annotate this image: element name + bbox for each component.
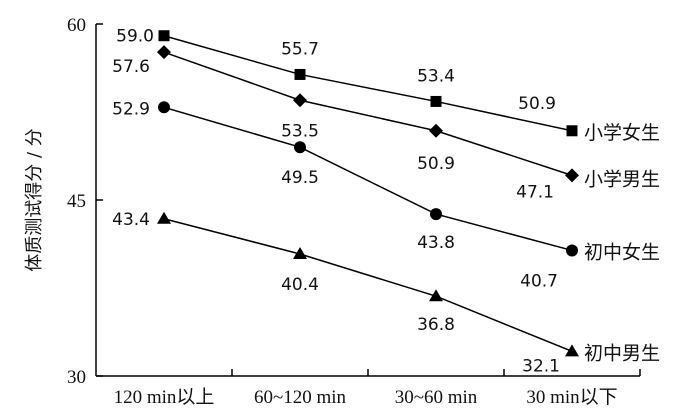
data-label: 49.5 xyxy=(281,168,319,188)
data-point-diamond xyxy=(429,123,443,138)
data-point-square xyxy=(158,30,170,42)
data-label: 40.4 xyxy=(281,275,319,295)
series-line xyxy=(163,51,573,177)
series-line xyxy=(163,35,573,132)
data-label: 36.8 xyxy=(417,315,455,335)
data-label: 40.7 xyxy=(520,271,558,291)
y-axis-label: 体质测试得分 / 分 xyxy=(24,128,45,272)
data-label: 59.0 xyxy=(116,27,154,47)
series-circle: 52.9 49.5 43.8 40.7 初中女生 xyxy=(112,99,660,291)
data-label: 47.1 xyxy=(516,182,554,202)
data-label: 43.4 xyxy=(112,210,150,230)
data-point-triangle xyxy=(157,211,171,224)
series-triangle: 43.4 40.4 36.8 32.1 初中男生 xyxy=(112,210,660,377)
data-point-diamond xyxy=(565,168,579,183)
series-line xyxy=(163,218,573,353)
data-point-circle xyxy=(294,141,306,154)
data-point-diamond xyxy=(293,93,307,108)
data-label: 53.5 xyxy=(281,121,319,141)
data-point-square xyxy=(566,125,578,137)
data-label: 52.9 xyxy=(112,99,150,119)
series-layer: 59.0 55.7 53.4 50.9 小学女生 57.6 53.5 50.9 47.1 小学男生… xyxy=(112,27,660,377)
data-point-triangle xyxy=(429,289,443,302)
data-point-triangle xyxy=(565,344,579,357)
data-point-circle xyxy=(430,208,442,221)
data-label: 57.6 xyxy=(112,57,150,77)
data-point-diamond xyxy=(157,45,171,60)
series-name-label: 初中男生 xyxy=(584,342,660,364)
x-tick-label: 30~60 min xyxy=(395,387,478,408)
series-line xyxy=(163,106,573,252)
data-label: 50.9 xyxy=(518,94,556,114)
data-point-triangle xyxy=(293,246,307,259)
data-point-circle xyxy=(566,244,578,257)
series-name-label: 小学女生 xyxy=(584,122,660,144)
y-tick-label: 60 xyxy=(67,15,86,36)
y-tick-label: 45 xyxy=(67,191,86,212)
data-label: 53.4 xyxy=(417,66,455,86)
series-diamond: 57.6 53.5 50.9 47.1 小学男生 xyxy=(112,45,660,202)
y-tick-label: 30 xyxy=(67,367,86,388)
axis-ticks: 30 45 60 120 min以上 60~120 min 30~60 min 30 min… xyxy=(67,15,641,408)
data-label: 43.8 xyxy=(417,233,455,253)
x-tick-label: 60~120 min xyxy=(254,387,347,408)
x-tick-label: 30 min以下 xyxy=(526,387,617,408)
data-point-circle xyxy=(158,101,170,114)
data-label: 50.9 xyxy=(417,154,455,174)
series-square: 59.0 55.7 53.4 50.9 小学女生 xyxy=(116,27,660,144)
data-label: 55.7 xyxy=(281,39,319,59)
data-label: 32.1 xyxy=(522,356,560,376)
series-name-label: 小学男生 xyxy=(584,168,660,190)
data-point-square xyxy=(430,95,442,107)
series-name-label: 初中女生 xyxy=(584,241,660,263)
x-tick-label: 120 min以上 xyxy=(114,386,215,408)
data-point-square xyxy=(294,68,306,80)
